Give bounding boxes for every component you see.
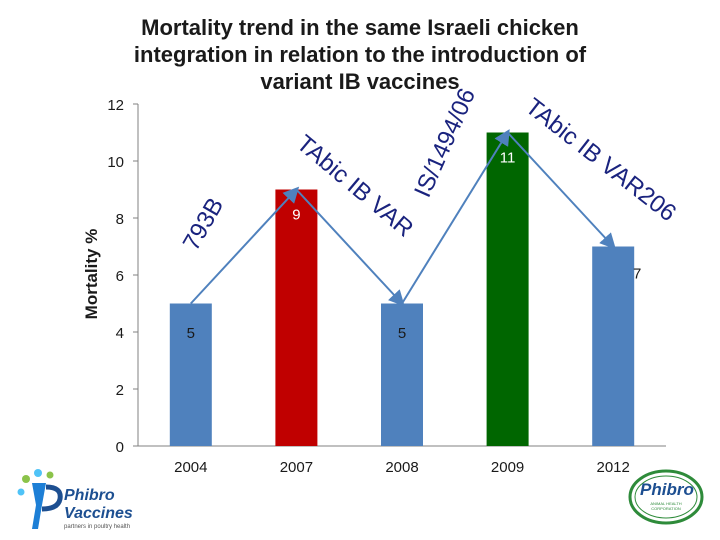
y-tick-label: 2: [116, 382, 124, 399]
vaccine-annotation: 793B: [178, 193, 229, 255]
x-tick-label: 2007: [280, 459, 313, 476]
x-tick-label: 2012: [597, 459, 630, 476]
chart-title-line-1: Mortality trend in the same Israeli chic…: [141, 15, 579, 40]
trend-arrow: [506, 131, 616, 250]
bars: 5 2004 9 2007 5 2008 11 2009 7 2012: [169, 132, 641, 476]
chart-title: Mortality trend in the same Israeli chic…: [60, 14, 660, 95]
chart-title-line-2: integration in relation to the introduct…: [133, 42, 587, 67]
y-tick-label: 6: [116, 268, 124, 285]
trend-arrow: [401, 129, 510, 305]
data-label: 7: [633, 266, 641, 283]
trend-arrow: [190, 186, 300, 305]
y-tick-label: 4: [116, 325, 124, 342]
bar-2012: [592, 246, 635, 446]
y-axis-label: Mortality %: [82, 229, 101, 320]
data-label: 11: [500, 150, 516, 167]
trend-arrow: [295, 188, 405, 307]
y-axis-ticks: 0 2 4 6 8 10 12: [107, 97, 138, 456]
bar-2008: [381, 303, 423, 446]
bar-2004: [169, 303, 212, 446]
data-label: 5: [187, 325, 195, 342]
left-logo-name: Phibro: [64, 487, 115, 504]
vaccine-annotation: TAbic IB VAR206: [520, 93, 681, 227]
bar-2007: [275, 189, 318, 446]
left-logo-sub: Vaccines: [64, 505, 133, 522]
bar-2009: [486, 132, 529, 446]
right-logo-name: Phibro: [640, 480, 694, 499]
phibro-animal-health-logo: Phibro ANIMAL HEALTH CORPORATION: [628, 468, 704, 526]
left-logo-tagline: partners in poultry health: [64, 524, 131, 530]
right-logo-sub: ANIMAL HEALTH CORPORATION: [650, 501, 682, 511]
x-tick-label: 2004: [174, 459, 207, 476]
phibro-vaccines-logo: Phibro Vaccines partners in poultry heal…: [12, 465, 142, 535]
x-tick-label: 2009: [491, 459, 524, 476]
y-tick-label: 10: [107, 154, 124, 171]
data-label: 5: [398, 325, 406, 342]
data-label: 9: [292, 207, 300, 224]
y-tick-label: 8: [116, 211, 124, 228]
vaccine-annotation: IS/1494/06: [409, 84, 481, 201]
trend-arrows: [190, 129, 616, 307]
y-tick-label: 12: [107, 97, 124, 114]
chart-title-line-3: variant IB vaccines: [260, 69, 460, 94]
y-tick-label: 0: [116, 439, 124, 456]
x-tick-label: 2008: [385, 459, 418, 476]
